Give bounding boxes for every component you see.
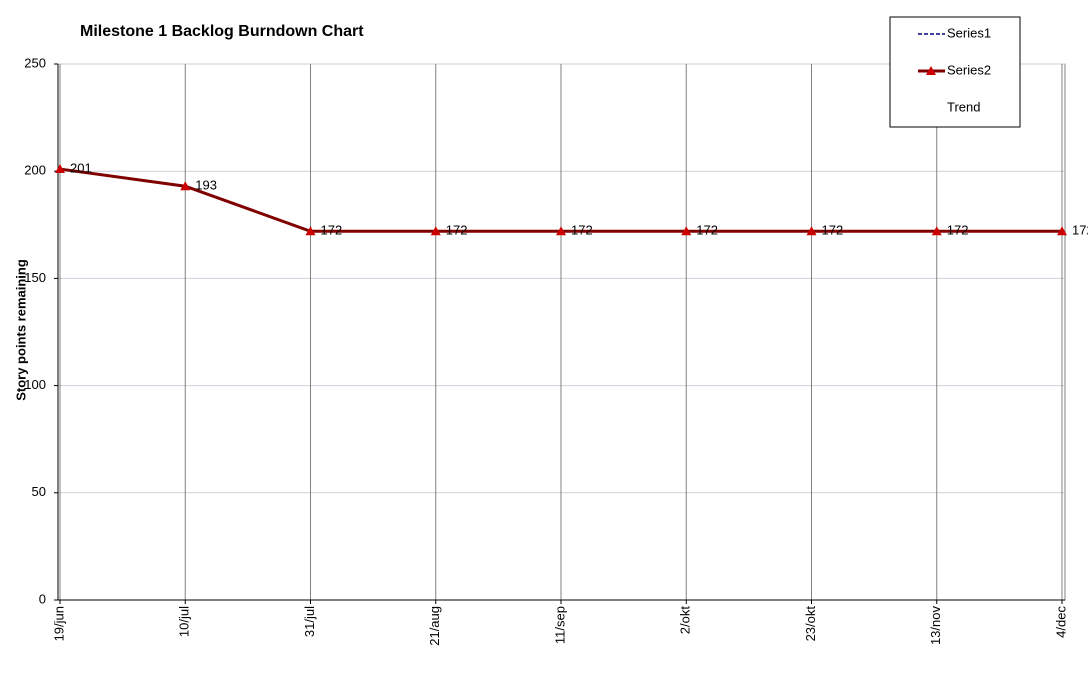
legend-label: Trend: [947, 99, 980, 114]
x-tick-label: 13/nov: [928, 606, 943, 646]
y-tick-label: 150: [24, 270, 46, 285]
y-tick-label: 0: [39, 591, 46, 606]
data-label: 172: [947, 223, 969, 238]
marker: [681, 226, 692, 236]
marker: [180, 181, 191, 191]
marker: [806, 226, 817, 236]
legend: [889, 16, 1021, 128]
x-tick-label: 4/dec: [1053, 606, 1068, 638]
data-label: 172: [321, 223, 343, 238]
legend-marker: [926, 66, 936, 75]
marker: [55, 164, 65, 174]
x-tick-label: 11/sep: [552, 606, 567, 644]
x-tick-label: 10/jul: [177, 606, 192, 637]
marker: [556, 226, 566, 236]
marker: [1057, 226, 1067, 236]
y-tick-label: 250: [24, 55, 46, 70]
data-label: 201: [70, 160, 92, 175]
marker: [430, 226, 441, 236]
chart-title: Milestone 1 Backlog Burndown Chart: [80, 23, 364, 40]
data-label: 172: [446, 223, 468, 238]
y-axis-label: Story points remaining: [13, 259, 28, 401]
x-tick-label: 21/aug: [427, 606, 442, 646]
x-tick-label: 31/jul: [302, 606, 317, 637]
legend-label: Series2: [947, 62, 991, 77]
data-label: 172: [696, 223, 718, 238]
x-tick-label: 19/jun: [51, 606, 66, 641]
marker: [305, 226, 316, 236]
legend-label: Series1: [947, 25, 991, 40]
data-label: 193: [195, 178, 217, 193]
data-label: 172: [1072, 223, 1088, 238]
y-tick-label: 100: [24, 377, 46, 392]
marker: [931, 226, 942, 236]
data-label: 172: [822, 223, 844, 238]
y-tick-label: 200: [24, 163, 46, 178]
x-tick-label: 2/okt: [678, 606, 693, 635]
data-label: 172: [571, 223, 593, 238]
x-tick-label: 23/okt: [803, 606, 818, 642]
y-tick-label: 50: [32, 484, 46, 499]
